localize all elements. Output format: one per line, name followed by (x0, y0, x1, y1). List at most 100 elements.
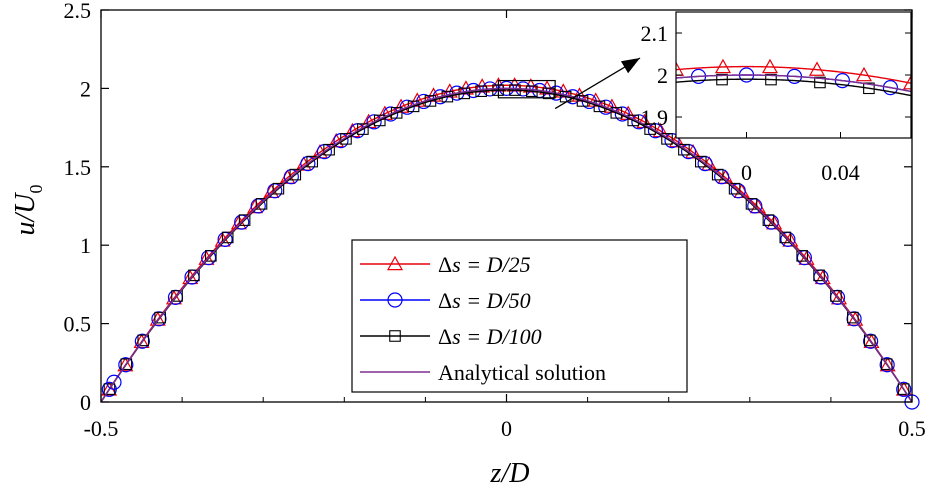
series-3-line (676, 78, 911, 97)
series-3-marker (661, 133, 673, 145)
series-1-marker (668, 132, 685, 148)
series-3-marker (323, 143, 335, 156)
inset-background (676, 12, 911, 138)
series-3-marker (880, 358, 893, 371)
series-2-marker (465, 82, 481, 99)
main-axes: -0.5 0 0.5 0 0.5 1 1.5 2 2.5 (64, 0, 926, 441)
series-3-marker (779, 231, 792, 244)
svg-text:u/U0: u/U0 (10, 185, 46, 236)
y-axis-label-sub: 0 (26, 185, 46, 194)
series-3-marker (272, 182, 285, 195)
zoom-arrow (554, 57, 641, 110)
series-3-marker (509, 84, 521, 96)
series-1-marker (895, 381, 912, 396)
series-3-marker (137, 334, 150, 347)
x-axis-label: z/D (490, 458, 530, 489)
series-1-marker (855, 66, 873, 82)
series-2-marker (614, 106, 630, 122)
series-1-marker (425, 87, 442, 102)
series-2-marker (383, 106, 399, 122)
series-1-marker (555, 83, 572, 98)
x-tick-label: -0.5 (84, 416, 119, 441)
legend-label: Analytical solution (438, 360, 606, 385)
legend-label: Δs = D/50 (438, 288, 531, 313)
series-3-marker (695, 155, 707, 168)
series-3-marker (289, 168, 302, 181)
series-3-marker (306, 155, 318, 168)
series-3-marker (644, 123, 656, 135)
series-1-marker (328, 132, 345, 148)
series-1-marker (652, 122, 669, 138)
series-3-marker (627, 114, 640, 127)
series-1-marker (714, 58, 732, 74)
series-3-marker (154, 311, 166, 324)
series-1-marker (808, 61, 826, 76)
x-tick-label: 0.5 (898, 416, 926, 441)
series-2-marker (863, 333, 879, 349)
series-1-marker (902, 74, 911, 90)
series-3 (676, 73, 911, 97)
legend-marker (389, 330, 401, 342)
x-tick-label: 0 (501, 416, 512, 441)
series-3-marker (728, 182, 741, 195)
series-3-marker (120, 358, 133, 371)
series-1-marker (603, 98, 620, 113)
inset-y-tick-label: 2.1 (641, 21, 669, 46)
series-2-marker (118, 357, 134, 373)
series-3-marker (897, 383, 910, 395)
inset-series (676, 58, 911, 97)
series-3-marker (863, 334, 876, 347)
series-3-marker (847, 311, 859, 324)
series-2-marker (879, 357, 895, 373)
series-1-marker (409, 92, 426, 107)
inset-x-tick-label: 0 (741, 160, 752, 185)
series-1-marker (117, 356, 134, 372)
series-3-marker (475, 85, 487, 97)
series-1-marker (879, 356, 896, 372)
y-tick-label: 0.5 (64, 312, 92, 337)
series-2-marker (882, 79, 898, 96)
series-4-line (100, 87, 913, 403)
series-4 (676, 74, 911, 93)
legend-item-1: Δs = D/25 (360, 252, 531, 277)
series-2-marker (896, 381, 912, 397)
series-3-marker (221, 231, 234, 244)
series-3-marker (830, 290, 842, 302)
legend-label: Δs = D/25 (438, 252, 531, 277)
series-1-marker (393, 98, 410, 113)
y-tick-label: 1 (80, 233, 91, 258)
series-3-marker (610, 107, 623, 119)
series-3-marker (796, 250, 808, 262)
series-1-line (676, 65, 911, 84)
series-3-marker (255, 198, 268, 210)
series-1-marker (571, 87, 588, 102)
series-3-marker (765, 73, 777, 86)
series-1-marker (676, 61, 685, 76)
y-tick-label: 2.5 (64, 0, 92, 23)
series-3-marker (711, 168, 724, 181)
series-3-marker (171, 290, 183, 302)
y-tick-label: 2 (80, 76, 91, 101)
series-3-marker (745, 198, 758, 210)
series-2-marker (834, 72, 851, 89)
series-4 (100, 87, 913, 403)
series-3-marker (863, 82, 875, 95)
y-tick-label: 1.5 (64, 155, 92, 180)
series-3-marker (813, 269, 825, 282)
series-2-marker (106, 374, 122, 390)
series-3-marker (205, 250, 217, 262)
series-2-marker (134, 333, 150, 349)
y-axis-label-main: u/U (10, 192, 41, 236)
series-1-marker (344, 122, 361, 138)
series-3-marker (357, 123, 369, 135)
series-3-marker (373, 114, 386, 127)
legend-label: Δs = D/100 (438, 324, 542, 349)
legend-box (351, 239, 688, 393)
zoom-box (497, 79, 556, 99)
legend-item-2: Δs = D/50 (360, 288, 531, 313)
series-3-marker (716, 73, 728, 86)
zoom-arrow-head (620, 58, 640, 74)
series-4-line (676, 74, 911, 93)
legend-item-4: Analytical solution (360, 360, 606, 385)
